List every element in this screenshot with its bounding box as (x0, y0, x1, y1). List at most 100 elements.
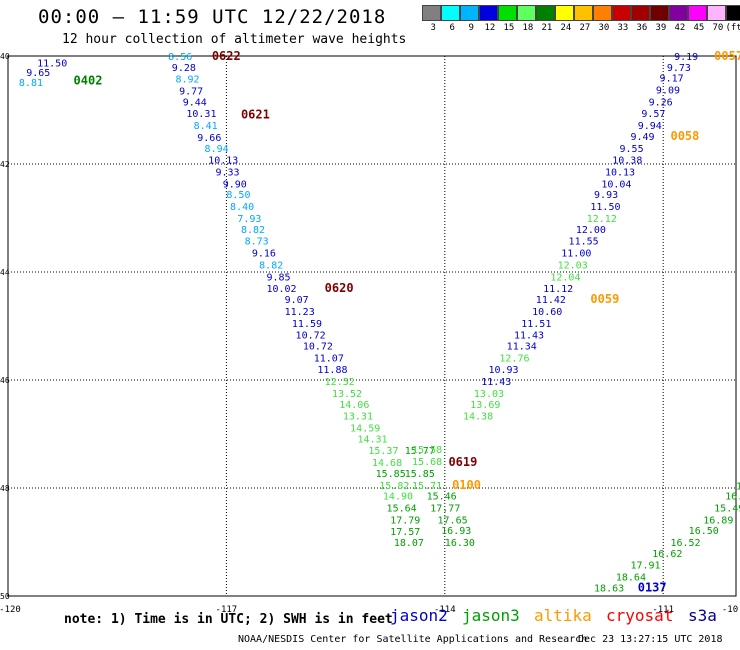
wave-height-value: 9.65 (26, 68, 50, 79)
wave-height-value: 13.69 (470, 400, 500, 411)
wave-height-value: 11.43 (514, 331, 544, 342)
wave-height-value: 8.40 (230, 202, 254, 213)
satellite-legend-s3a: s3a (688, 606, 717, 625)
scale-label: 33 (617, 23, 629, 33)
scale-swatch (460, 5, 479, 21)
wave-height-value: 17.79 (390, 515, 420, 526)
wave-height-value: 16.52 (670, 538, 700, 549)
x-tick-label: -120 (0, 605, 21, 615)
wave-height-value: 18.64 (616, 573, 646, 584)
scale-swatch (593, 5, 612, 21)
wave-height-value: 15.64 (387, 503, 417, 514)
scale-swatch (479, 5, 498, 21)
wave-height-value: 9.85 (266, 272, 290, 283)
wave-height-value: 9.66 (197, 133, 221, 144)
wave-height-value: 10.93 (488, 365, 518, 376)
wave-height-value: 18.07 (394, 538, 424, 549)
scale-label: 21 (541, 23, 553, 33)
wave-height-value: 9.19 (674, 52, 698, 63)
wave-height-value: 8.81 (19, 78, 43, 89)
wave-height-value: 10.13 (208, 156, 238, 167)
wave-height-value: 17.65 (438, 515, 468, 526)
wave-height-value: 11.51 (521, 319, 551, 330)
wave-height-value: 18.63 (594, 583, 624, 594)
wave-height-value: 11.42 (536, 295, 566, 306)
wave-height-value: 16.93 (441, 526, 471, 537)
scale-swatch (707, 5, 726, 21)
wave-height-value: 16.62 (652, 549, 682, 560)
satellite-legend-cryosat: cryosat (606, 606, 674, 625)
map-frame (7, 55, 737, 597)
wave-height-value: 12.76 (499, 353, 529, 364)
wave-height-value: 12.04 (550, 272, 580, 283)
wave-height-value: 7.93 (237, 214, 261, 225)
wave-height-value: 17.57 (390, 527, 420, 538)
scale-swatch (650, 5, 669, 21)
scale-label: 42 (674, 23, 686, 33)
scale-label: 45 (693, 23, 705, 33)
wave-height-value: 15.68 (412, 457, 442, 468)
wave-height-value: 15.46 (427, 492, 457, 503)
wave-height-value: 14.38 (463, 412, 493, 423)
wave-height-value: 10.72 (303, 341, 333, 352)
satellite-legend-altika: altika (534, 606, 592, 625)
satellite-legend-jason2: jason2 (390, 606, 448, 625)
wave-height-value: 16.30 (445, 538, 475, 549)
wave-height-value: 15.71 (412, 481, 442, 492)
scale-swatch (498, 5, 517, 21)
wave-height-value: 8.94 (205, 144, 229, 155)
scale-swatch (517, 5, 536, 21)
wave-height-value: 9.57 (641, 109, 665, 120)
wave-height-value: 8.41 (194, 121, 218, 132)
x-tick-label: -117 (216, 605, 238, 615)
wave-height-value: 9.09 (656, 85, 680, 96)
wave-height-value: 9.17 (660, 74, 684, 85)
scale-swatch (631, 5, 650, 21)
wave-height-value: 13.31 (343, 412, 373, 423)
wave-height-value: 10.04 (601, 179, 631, 190)
track-time-label: 0057 (714, 49, 740, 63)
scale-label: 27 (579, 23, 591, 33)
scale-label: 30 (598, 23, 610, 33)
wave-height-value: 12.12 (587, 214, 617, 225)
wave-height-value: 10.38 (612, 156, 642, 167)
scale-label: 3 (430, 23, 436, 33)
wave-height-value: 16.50 (689, 526, 719, 537)
wave-height-value: 12.52 (325, 377, 355, 388)
footer-timestamp: Dec 23 13:27:15 UTC 2018 (578, 634, 723, 645)
scale-label: 36 (636, 23, 648, 33)
footer-note: note: 1) Time is in UTC; 2) SWH is in fe… (64, 612, 393, 627)
wave-height-value: 14.31 (357, 434, 387, 445)
wave-height-value: 9.44 (183, 97, 207, 108)
scale-label: 12 (484, 23, 496, 33)
wave-height-value: 14.68 (372, 458, 402, 469)
track-time-label: 0622 (212, 49, 241, 63)
wave-height-value: 11.43 (481, 377, 511, 388)
wave-height-value: 11.59 (292, 319, 322, 330)
wave-height-value: 11.88 (317, 365, 347, 376)
wave-height-value: 16.89 (703, 515, 733, 526)
x-tick-label: -111 (652, 605, 674, 615)
track-time-label: 0059 (590, 292, 619, 306)
track-time-label: 0137 (638, 580, 667, 594)
scale-swatch (536, 5, 555, 21)
scale-swatch (441, 5, 460, 21)
scale-label: 70 (712, 23, 724, 33)
x-tick-label: -10 (722, 605, 738, 615)
wave-height-value: 10.13 (605, 168, 635, 179)
scale-swatch (726, 5, 740, 21)
scale-swatch (612, 5, 631, 21)
wave-height-value: 11.50 (37, 58, 67, 69)
scale-label: 6 (449, 23, 455, 33)
scale-swatch (574, 5, 593, 21)
wave-height-value: 14.59 (350, 424, 380, 435)
y-tick-label: 48 (0, 484, 10, 493)
wave-height-value: 8.56 (168, 52, 192, 63)
wave-height-value: 10.72 (296, 331, 326, 342)
scale-swatch (555, 5, 574, 21)
wave-height-value: 9.93 (594, 190, 618, 201)
track-time-label: 0621 (241, 107, 270, 121)
y-tick-label: 40 (0, 52, 10, 61)
wave-height-value: 11.00 (561, 249, 591, 260)
